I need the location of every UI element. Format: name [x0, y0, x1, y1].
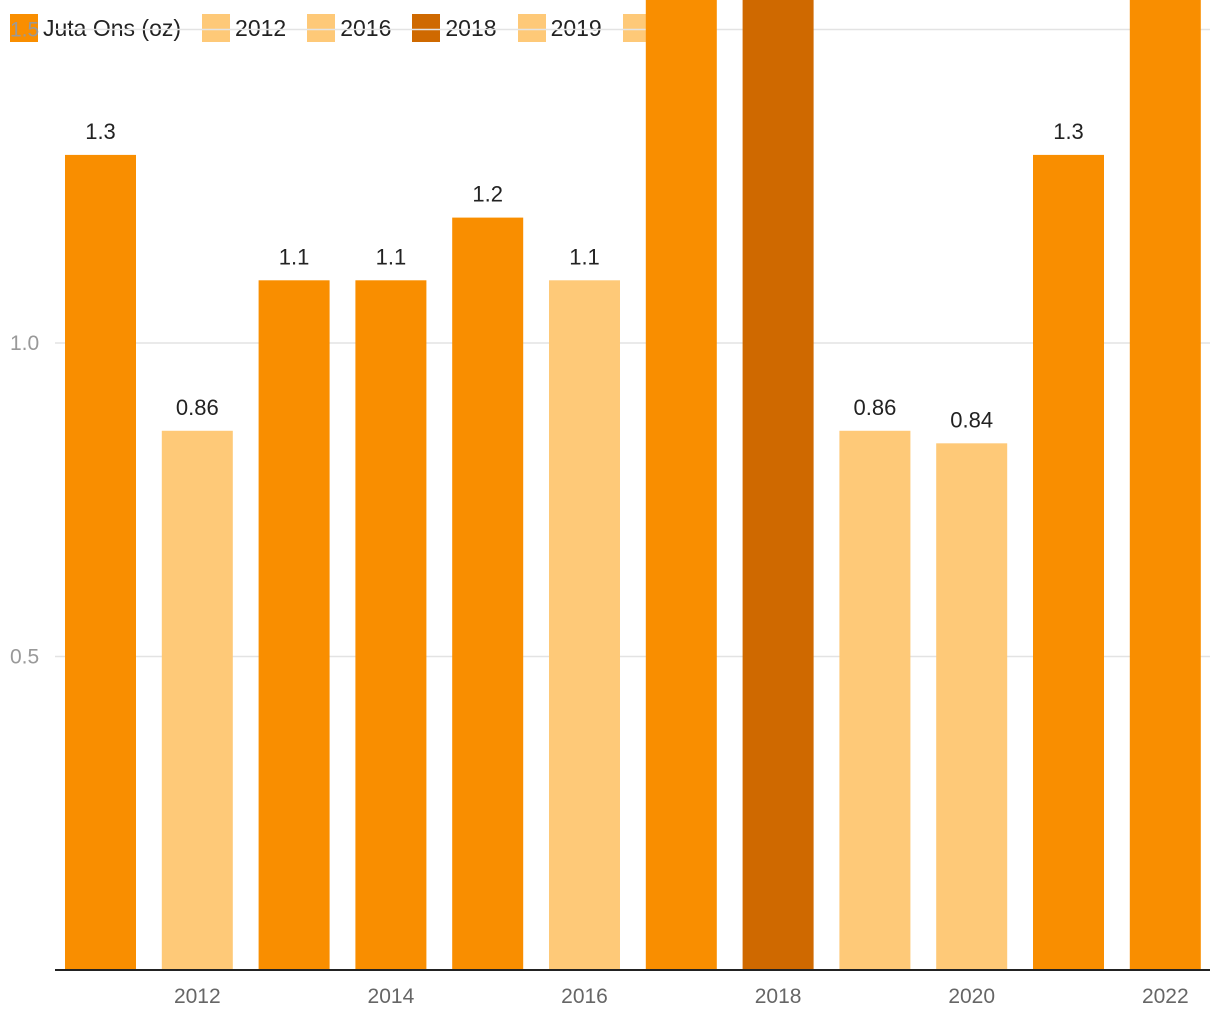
legend-swatch: [517, 14, 546, 42]
data-label-2016: 1.1: [569, 244, 600, 269]
data-label-2021: 1.3: [1053, 119, 1084, 144]
legend-label: 2012: [235, 14, 287, 41]
legend-item-2018[interactable]: 2018: [412, 14, 497, 42]
data-label-2015: 1.2: [472, 182, 503, 207]
bar-2012: [161, 430, 233, 970]
data-label-2019: 0.86: [853, 395, 896, 420]
y-tick-label: 1.0: [10, 332, 39, 355]
x-tick-label: 2020: [948, 985, 995, 1008]
bar-2017: [645, 0, 717, 971]
bar-2015: [452, 217, 524, 971]
x-tick-label: 2012: [174, 985, 221, 1008]
legend-label: 2019: [550, 14, 602, 41]
data-label-2014: 1.1: [376, 244, 407, 269]
data-label-2011: 1.3: [85, 119, 116, 144]
legend-item-2016[interactable]: 2016: [307, 14, 391, 42]
bars: [65, 0, 1201, 971]
legend-swatch: [10, 14, 38, 42]
legend: Juta Ons (oz) 2012 2016 2018 2019 2020: [10, 8, 728, 48]
data-label-2013: 1.1: [279, 244, 310, 269]
legend-swatch: [307, 14, 336, 42]
legend-swatch: [202, 14, 231, 42]
y-tick-label: 1.5: [10, 19, 39, 42]
legend-item-2012[interactable]: 2012: [202, 14, 286, 42]
x-tick-label: 2014: [368, 985, 415, 1008]
x-tick-label: 2022: [1142, 985, 1189, 1008]
data-label-2020: 0.84: [950, 407, 993, 432]
legend-swatch: [412, 14, 441, 42]
y-axis-ticks: 0.51.01.52.02.5: [10, 19, 39, 669]
bar-2014: [355, 280, 427, 970]
bar-2021: [1033, 154, 1104, 970]
legend-label: 2016: [340, 14, 392, 41]
gridlines: [55, 28, 1210, 658]
bar-2022: [1129, 0, 1201, 971]
bar-2016: [549, 280, 620, 970]
bar-2013: [258, 280, 330, 970]
legend-label: Juta Ons (oz): [43, 14, 182, 41]
data-labels: 1.30.861.11.11.21.11.62.70.860.841.31.6: [85, 119, 1084, 432]
legend-item-2019[interactable]: 2019: [517, 14, 602, 42]
y-tick-label: 0.5: [10, 646, 39, 669]
x-tick-label: 2018: [755, 985, 802, 1008]
data-label-2012: 0.86: [176, 395, 219, 420]
bar-2011: [65, 154, 136, 970]
x-tick-label: 2016: [561, 985, 608, 1008]
legend-label: 2018: [445, 14, 497, 41]
bar-2018: [742, 0, 814, 970]
bar-2019: [839, 430, 911, 970]
x-axis-ticks: 2012 2014 2016 2018 2020 2022: [174, 985, 1189, 1008]
legend-item-juta-ons[interactable]: Juta Ons (oz): [10, 14, 181, 42]
bar-2020: [936, 443, 1008, 970]
